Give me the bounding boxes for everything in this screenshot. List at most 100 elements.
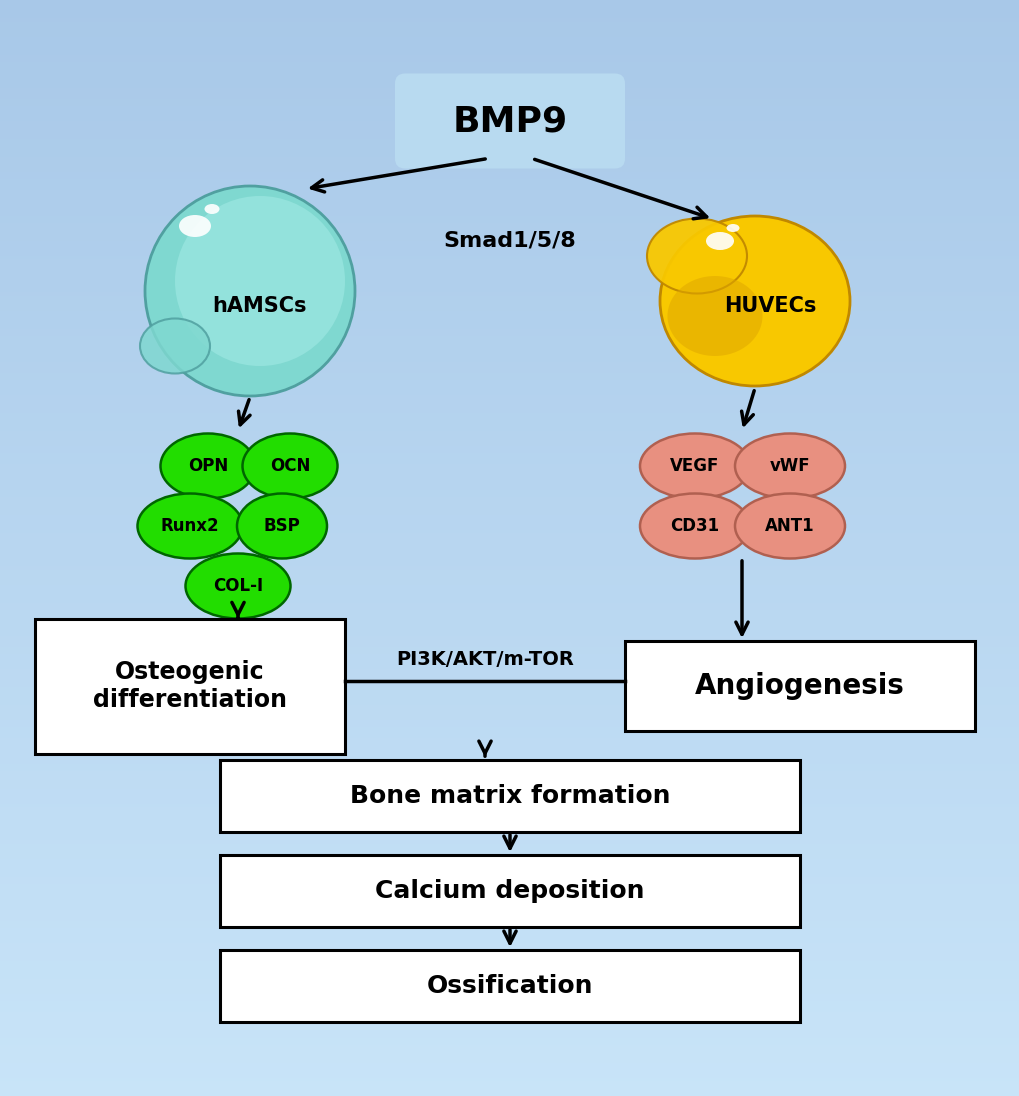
Bar <box>0 307 1019 310</box>
Bar <box>0 427 1019 431</box>
Bar <box>0 435 1019 438</box>
Bar <box>0 913 1019 917</box>
Bar <box>0 749 1019 753</box>
Bar <box>0 515 1019 518</box>
Bar <box>0 578 1019 581</box>
Bar <box>0 877 1019 880</box>
Bar <box>0 304 1019 307</box>
Ellipse shape <box>140 319 210 374</box>
Bar <box>0 395 1019 398</box>
Bar <box>0 1066 1019 1071</box>
Bar <box>0 409 1019 413</box>
Bar <box>0 567 1019 570</box>
Bar <box>0 847 1019 852</box>
Bar <box>0 142 1019 146</box>
Bar <box>0 551 1019 556</box>
Bar <box>0 424 1019 427</box>
Bar <box>0 939 1019 943</box>
Bar <box>0 296 1019 299</box>
Bar <box>0 961 1019 964</box>
Bar <box>0 814 1019 819</box>
Bar <box>0 102 1019 106</box>
Bar <box>0 975 1019 979</box>
Bar <box>0 764 1019 767</box>
Bar <box>0 19 1019 22</box>
Bar <box>0 1071 1019 1074</box>
Bar <box>0 589 1019 592</box>
Bar <box>0 654 1019 658</box>
Bar <box>0 899 1019 902</box>
Bar <box>0 95 1019 99</box>
Bar <box>0 482 1019 486</box>
Bar <box>0 132 1019 135</box>
Bar <box>0 972 1019 975</box>
Bar <box>0 493 1019 496</box>
Bar <box>0 910 1019 913</box>
Bar <box>0 332 1019 336</box>
Bar <box>0 808 1019 811</box>
Bar <box>0 260 1019 263</box>
Bar <box>0 139 1019 142</box>
Ellipse shape <box>705 232 734 250</box>
Bar <box>0 548 1019 551</box>
Bar <box>0 888 1019 891</box>
Bar <box>0 128 1019 132</box>
Bar <box>0 362 1019 365</box>
Bar <box>0 731 1019 734</box>
Bar <box>0 285 1019 288</box>
Bar <box>0 698 1019 701</box>
Bar <box>0 406 1019 409</box>
Text: Calcium deposition: Calcium deposition <box>375 879 644 903</box>
Bar <box>0 1085 1019 1088</box>
Bar <box>0 639 1019 643</box>
Ellipse shape <box>639 434 749 499</box>
Bar <box>0 512 1019 515</box>
Bar <box>0 1049 1019 1052</box>
Ellipse shape <box>735 493 844 559</box>
Bar <box>0 921 1019 924</box>
Bar <box>0 727 1019 731</box>
Bar <box>0 442 1019 446</box>
Bar <box>0 30 1019 33</box>
Bar <box>0 545 1019 548</box>
Bar <box>0 800 1019 803</box>
Bar <box>0 183 1019 186</box>
Bar <box>0 701 1019 705</box>
FancyBboxPatch shape <box>220 760 799 832</box>
Bar <box>0 822 1019 825</box>
Bar <box>0 874 1019 877</box>
Bar <box>0 55 1019 58</box>
Bar <box>0 632 1019 636</box>
Bar <box>0 534 1019 537</box>
Bar <box>0 745 1019 749</box>
Bar <box>0 1093 1019 1096</box>
Bar <box>0 556 1019 559</box>
Bar <box>0 398 1019 402</box>
Bar <box>0 343 1019 347</box>
Bar <box>0 153 1019 157</box>
Bar <box>0 208 1019 212</box>
Bar <box>0 625 1019 628</box>
Bar <box>0 716 1019 720</box>
Bar <box>0 293 1019 296</box>
Ellipse shape <box>185 553 290 618</box>
Text: BMP9: BMP9 <box>452 104 567 138</box>
Bar <box>0 1027 1019 1030</box>
Bar <box>0 592 1019 595</box>
Bar <box>0 244 1019 249</box>
Bar <box>0 884 1019 888</box>
Bar <box>0 665 1019 669</box>
Bar <box>0 413 1019 416</box>
Bar <box>0 25 1019 30</box>
Bar <box>0 252 1019 255</box>
Bar <box>0 471 1019 475</box>
Bar <box>0 315 1019 318</box>
Text: OPN: OPN <box>187 457 228 475</box>
Bar <box>0 3 1019 8</box>
Bar <box>0 373 1019 376</box>
Text: HUVECs: HUVECs <box>723 296 815 316</box>
Bar <box>0 110 1019 113</box>
Bar <box>0 946 1019 950</box>
Bar <box>0 1016 1019 1019</box>
Bar <box>0 36 1019 41</box>
